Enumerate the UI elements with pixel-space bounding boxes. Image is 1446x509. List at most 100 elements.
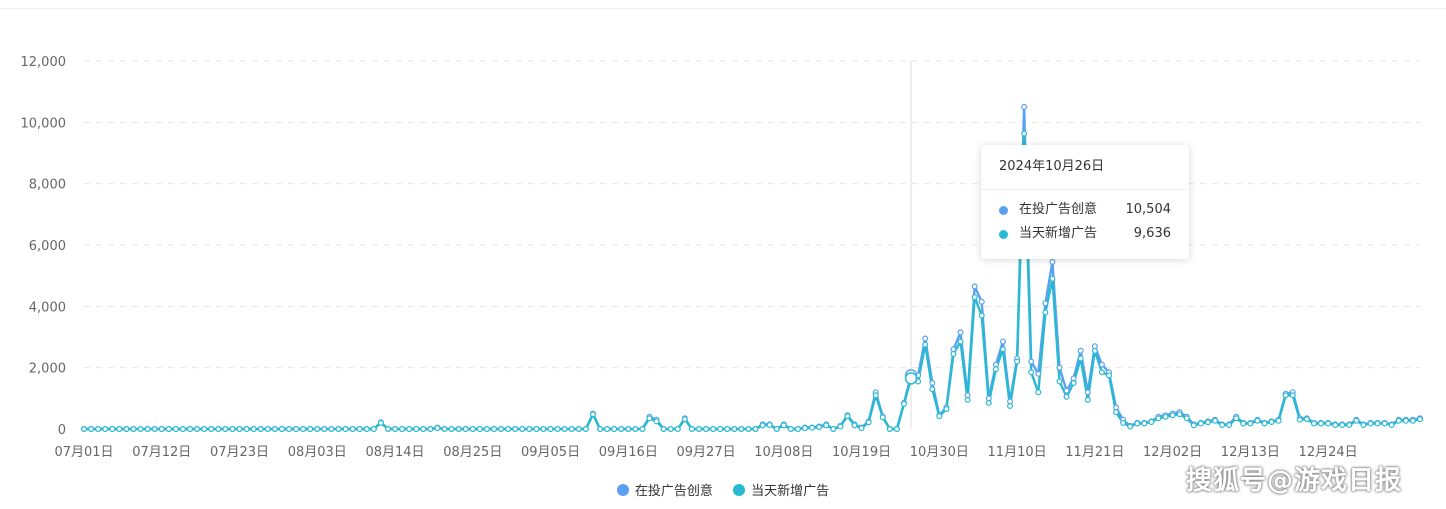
data-point[interactable]: [335, 426, 342, 433]
data-point[interactable]: [505, 426, 512, 433]
data-point[interactable]: [1268, 418, 1275, 425]
data-point[interactable]: [1049, 258, 1056, 265]
data-point[interactable]: [399, 426, 406, 433]
data-point[interactable]: [300, 426, 307, 433]
data-point[interactable]: [1395, 417, 1402, 424]
data-point[interactable]: [194, 426, 201, 433]
data-point[interactable]: [384, 426, 391, 433]
data-point[interactable]: [406, 426, 413, 433]
data-point[interactable]: [992, 366, 999, 373]
data-point[interactable]: [1303, 416, 1310, 423]
data-point[interactable]: [703, 426, 710, 433]
data-point[interactable]: [1190, 422, 1197, 429]
data-point[interactable]: [1169, 412, 1176, 419]
data-point[interactable]: [851, 422, 858, 429]
data-point[interactable]: [568, 426, 575, 433]
data-point[interactable]: [865, 419, 872, 426]
data-point[interactable]: [519, 426, 526, 433]
data-point[interactable]: [1162, 413, 1169, 420]
data-point[interactable]: [1275, 417, 1282, 424]
data-point[interactable]: [179, 426, 186, 433]
data-point[interactable]: [469, 426, 476, 433]
data-point[interactable]: [752, 426, 759, 433]
data-point[interactable]: [978, 312, 985, 319]
data-point[interactable]: [653, 418, 660, 425]
data-point[interactable]: [1049, 275, 1056, 282]
data-point[interactable]: [1042, 309, 1049, 316]
data-point[interactable]: [1063, 387, 1070, 394]
data-point[interactable]: [1346, 422, 1353, 429]
data-point[interactable]: [363, 426, 370, 433]
data-point[interactable]: [787, 426, 794, 433]
data-point[interactable]: [1332, 422, 1339, 429]
data-point[interactable]: [1056, 378, 1063, 385]
data-point[interactable]: [236, 426, 243, 433]
data-point[interactable]: [243, 426, 250, 433]
data-point[interactable]: [498, 426, 505, 433]
data-point[interactable]: [1374, 420, 1381, 427]
data-point[interactable]: [526, 426, 533, 433]
data-point[interactable]: [427, 426, 434, 433]
data-point[interactable]: [356, 426, 363, 433]
data-point[interactable]: [1254, 417, 1261, 424]
data-point[interactable]: [1282, 392, 1289, 399]
data-point[interactable]: [1134, 420, 1141, 427]
data-point[interactable]: [957, 338, 964, 345]
data-point[interactable]: [1325, 420, 1332, 427]
data-point[interactable]: [971, 294, 978, 301]
data-point[interactable]: [611, 426, 618, 433]
data-point[interactable]: [264, 426, 271, 433]
data-point[interactable]: [293, 426, 300, 433]
data-point[interactable]: [1367, 420, 1374, 427]
data-point[interactable]: [158, 426, 165, 433]
data-point[interactable]: [816, 424, 823, 431]
data-point[interactable]: [830, 426, 837, 433]
data-point[interactable]: [462, 426, 469, 433]
data-point[interactable]: [483, 426, 490, 433]
data-point[interactable]: [490, 426, 497, 433]
data-point[interactable]: [187, 426, 194, 433]
data-point[interactable]: [929, 386, 936, 393]
data-point[interactable]: [886, 426, 893, 433]
data-point[interactable]: [1063, 393, 1070, 400]
data-point[interactable]: [1021, 130, 1028, 137]
data-point[interactable]: [632, 426, 639, 433]
line-chart[interactable]: 0 2,000 4,000 6,000 8,000 10,000 12,000 07月01日…: [0, 9, 1446, 479]
data-point[interactable]: [271, 426, 278, 433]
data-point[interactable]: [1388, 422, 1395, 429]
data-point[interactable]: [1212, 417, 1219, 424]
data-point[interactable]: [844, 413, 851, 420]
data-point[interactable]: [837, 423, 844, 430]
data-point[interactable]: [533, 426, 540, 433]
data-point[interactable]: [985, 399, 992, 406]
data-point[interactable]: [900, 400, 907, 407]
data-point[interactable]: [1056, 364, 1063, 371]
data-point[interactable]: [1091, 347, 1098, 354]
data-point[interactable]: [1105, 372, 1112, 379]
data-point[interactable]: [455, 426, 462, 433]
data-point[interactable]: [80, 426, 87, 433]
data-point[interactable]: [964, 396, 971, 403]
data-point[interactable]: [1360, 422, 1367, 429]
data-point[interactable]: [1070, 380, 1077, 387]
data-point[interactable]: [1127, 423, 1134, 430]
data-point[interactable]: [1042, 300, 1049, 307]
data-point[interactable]: [618, 426, 625, 433]
data-point[interactable]: [1120, 419, 1127, 426]
data-point[interactable]: [413, 426, 420, 433]
data-point[interactable]: [922, 341, 929, 348]
data-point[interactable]: [307, 426, 314, 433]
data-point[interactable]: [1197, 420, 1204, 427]
data-point[interactable]: [392, 426, 399, 433]
data-point[interactable]: [639, 426, 646, 433]
data-point[interactable]: [660, 426, 667, 433]
data-point[interactable]: [724, 426, 731, 433]
data-point[interactable]: [130, 426, 137, 433]
data-point[interactable]: [710, 426, 717, 433]
data-point[interactable]: [1183, 415, 1190, 422]
data-point[interactable]: [589, 411, 596, 418]
data-point[interactable]: [257, 426, 264, 433]
data-point[interactable]: [434, 425, 441, 432]
data-point[interactable]: [950, 350, 957, 357]
data-point[interactable]: [717, 426, 724, 433]
